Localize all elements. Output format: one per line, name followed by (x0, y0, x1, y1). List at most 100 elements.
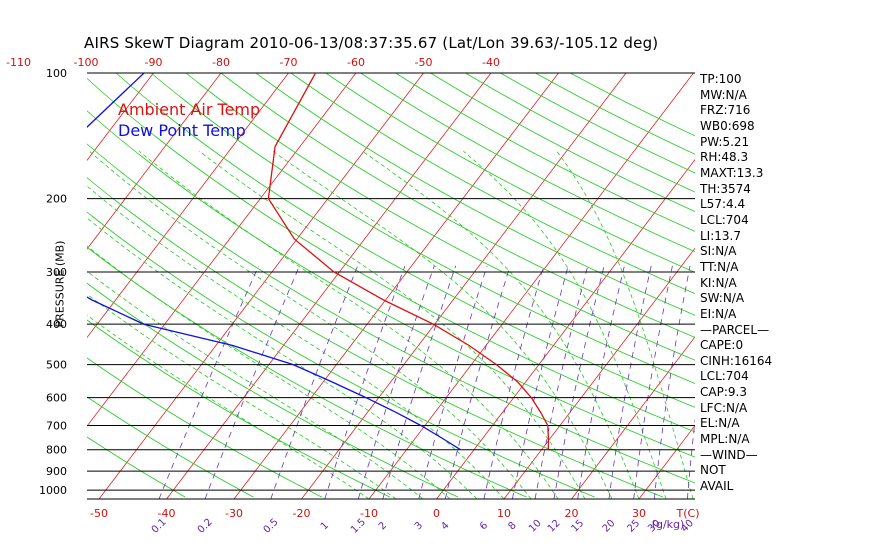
top-temp-tick-label: -110 (6, 56, 31, 69)
mixing-ratio-line (357, 265, 435, 499)
isotherm-line (571, 336, 695, 499)
isotherm-line (87, 73, 357, 427)
mixing-ratio-line (608, 265, 652, 499)
index-entry: FRZ:716 (700, 103, 751, 118)
moist-adiabat-line (362, 150, 640, 499)
index-entry: CAP:9.3 (700, 385, 747, 400)
mixing-ratio-line (324, 265, 406, 499)
top-temp-tick-label: -50 (415, 56, 433, 69)
mixing-ratio-tick-label: 15 (570, 518, 587, 535)
bottom-temp-tick-label: 10 (497, 507, 511, 520)
isotherm-line (87, 73, 154, 161)
top-temp-tick-label: -100 (74, 56, 99, 69)
isotherm-line (0, 73, 18, 499)
bottom-temp-tick-label: 20 (565, 507, 579, 520)
dry-adiabat-line (430, 73, 695, 212)
mixing-ratio-line (382, 265, 457, 499)
index-entry: CAPE:0 (700, 338, 744, 353)
index-entry: TP:100 (700, 72, 742, 86)
index-entry: CINH:16164 (700, 353, 773, 368)
dry-adiabat-line (360, 73, 695, 253)
dry-adiabat-line (87, 319, 390, 498)
mixing-ratio-line (512, 265, 569, 499)
mixing-ratio-tick-label: 4 (439, 520, 451, 532)
top-temp-tick-label: -80 (212, 56, 230, 69)
pressure-tick-label: 300 (46, 266, 67, 279)
pressure-tick-label: 100 (46, 67, 67, 80)
pressure-tick-label: 900 (46, 465, 67, 478)
dry-adiabat-line (185, 73, 695, 361)
index-entry: RH:48.3 (700, 150, 749, 165)
pressure-tick-label: 600 (46, 392, 67, 405)
bottom-temp-tick-label: -10 (360, 507, 378, 520)
air-temp-profile-line (267, 73, 550, 450)
index-entry: MW:N/A (700, 87, 747, 102)
mixing-ratio-line (653, 265, 691, 499)
legend-dew-point: Dew Point Temp (118, 121, 246, 140)
top-temp-tick-label: -70 (280, 56, 298, 69)
moist-adiabat-line (87, 293, 397, 499)
pressure-tick-label: 800 (46, 444, 67, 457)
pressure-tick-label: 400 (46, 318, 67, 331)
mixing-ratio-tick-label: 1 (319, 520, 331, 532)
mixing-ratio-line (553, 265, 605, 499)
dry-adiabat-line (87, 110, 695, 458)
index-entry: WB0:698 (700, 118, 755, 133)
bottom-temp-tick-label: -30 (225, 507, 243, 520)
mixing-ratio-tick-label: 12 (546, 518, 563, 535)
isotherm-line (87, 73, 222, 250)
pressure-tick-label: 700 (46, 420, 67, 433)
bottom-unit-label: T(C) (676, 507, 700, 520)
pressure-tick-label: 200 (46, 193, 67, 206)
top-temp-tick-label: -60 (347, 56, 365, 69)
index-entry: KI:N/A (700, 275, 737, 290)
mixing-ratio-line (483, 265, 544, 499)
moist-adiabat-line (87, 217, 478, 499)
index-entry: SI:N/A (700, 244, 737, 259)
index-entry: EL:N/A (700, 416, 740, 431)
isotherm-line (503, 247, 695, 499)
dry-adiabat-line (87, 396, 254, 498)
dry-adiabat-line (87, 246, 527, 498)
mixing-ratio-line (204, 265, 300, 499)
dry-adiabat-line (220, 73, 695, 338)
bottom-temp-tick-label: -20 (293, 507, 311, 520)
index-entry: EI:N/A (700, 306, 737, 321)
mixing-ratio-line (633, 265, 673, 499)
mixing-ratio-line (577, 265, 625, 499)
dry-adiabat-line (535, 73, 695, 155)
isotherm-line (436, 158, 695, 499)
index-entry: PW:5.21 (700, 134, 750, 149)
legend-air-temp: Ambient Air Temp (118, 100, 261, 119)
mixing-ratio-tick-label: 6 (478, 520, 490, 532)
dry-adiabat-line (115, 73, 695, 408)
moist-adiabat-line (138, 150, 559, 499)
index-entry: NOT (700, 463, 726, 478)
dry-adiabat-line (150, 73, 695, 384)
mixing-ratio-tick-label: 2 (377, 520, 389, 532)
bottom-temp-tick-label: -40 (158, 507, 176, 520)
moist-adiabat-line (199, 150, 586, 499)
bottom-temp-tick-label: 0 (433, 507, 440, 520)
index-entry: LCL:704 (700, 369, 749, 384)
isotherm-line (87, 73, 289, 339)
pressure-tick-label: 500 (46, 359, 67, 372)
isotherm-line (301, 73, 627, 499)
index-entry: —PARCEL— (700, 322, 770, 337)
mixing-ratio-line (534, 265, 589, 499)
dry-adiabat-line (87, 177, 663, 498)
index-entry: SW:N/A (700, 291, 745, 306)
mixing-ratio-tick-label: 8 (506, 520, 518, 532)
mixing-ratio-tick-label: 20 (601, 518, 618, 535)
mixing-ratio-tick-label: 25 (626, 518, 643, 535)
mixing-ratio-line (158, 265, 259, 499)
index-entry: LFC:N/A (700, 400, 748, 415)
dry-adiabat-line (290, 73, 695, 295)
dry-adiabat-line (87, 143, 695, 484)
isotherm-line (638, 424, 695, 499)
index-entry: MPL:N/A (700, 432, 750, 447)
isotherm-line (233, 73, 559, 499)
mixing-ratio-unit-label: (g/kg) (652, 518, 685, 531)
dry-adiabat-line (465, 73, 695, 193)
